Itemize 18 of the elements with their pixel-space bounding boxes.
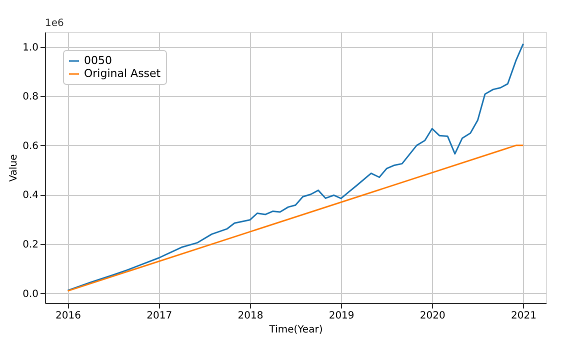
y-tick-label: 0.0 <box>22 288 38 300</box>
x-tick-label: 2019 <box>328 310 354 322</box>
x-tick-label: 2020 <box>420 310 446 322</box>
legend-label: Original Asset <box>84 67 162 80</box>
y-tick-label: 0.6 <box>22 140 38 152</box>
x-tick-label: 2017 <box>146 310 172 322</box>
x-tick-label: 2018 <box>238 310 264 322</box>
x-tick-label: 2016 <box>56 310 81 322</box>
y-tick-label: 1.0 <box>22 42 38 54</box>
y-tick-label: 0.4 <box>22 190 38 202</box>
y-tick-label: 0.8 <box>22 92 38 103</box>
text: 1e6 <box>45 18 64 29</box>
line-series <box>67 43 524 292</box>
x-tick-label: 2021 <box>511 310 536 322</box>
x-axis-title: Time(Year) <box>268 324 323 336</box>
y-axis-title: Value <box>8 154 20 182</box>
y-tick-label: 0.2 <box>22 240 38 251</box>
legend-label: 0050 <box>84 54 112 67</box>
